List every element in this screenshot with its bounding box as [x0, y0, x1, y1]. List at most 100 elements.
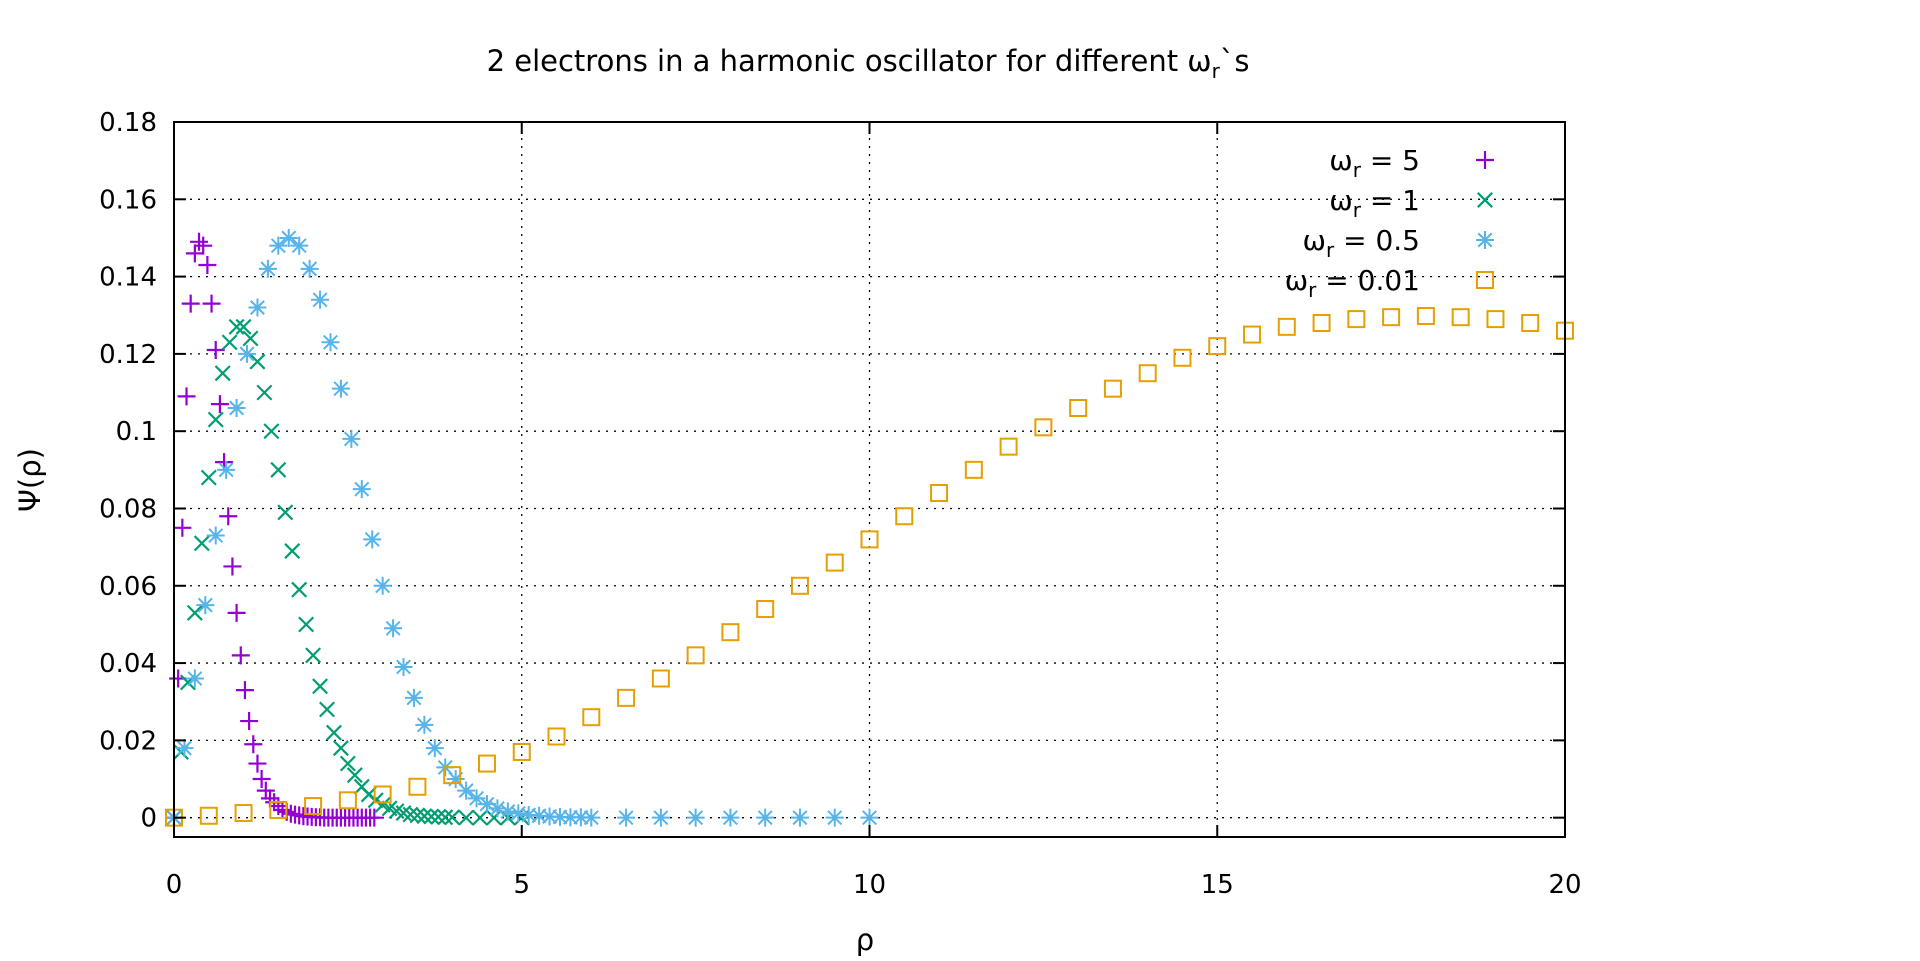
- data-point: [270, 461, 287, 478]
- data-point: [721, 623, 740, 642]
- data-point: [458, 809, 475, 826]
- data-point: [365, 808, 384, 827]
- data-point: [269, 236, 288, 255]
- data-point: [1069, 399, 1088, 417]
- data-point: [617, 808, 636, 827]
- data-point: [234, 804, 253, 823]
- data-point: [352, 480, 371, 499]
- data-point: [228, 318, 245, 335]
- data-point: [210, 395, 229, 414]
- data-point: [512, 742, 531, 761]
- data-point: [408, 777, 427, 796]
- data-point: [437, 809, 454, 826]
- data-point: [571, 808, 590, 827]
- data-point: [199, 806, 218, 825]
- data-point: [331, 379, 350, 398]
- series-3: [165, 307, 1574, 827]
- x-tick-label: 5: [513, 870, 530, 900]
- data-point: [582, 808, 601, 827]
- y-tick-label: 0.14: [99, 263, 157, 293]
- data-point: [423, 808, 440, 825]
- x-tick-label: 0: [166, 870, 183, 900]
- data-point: [756, 808, 775, 827]
- data-point: [1277, 317, 1296, 336]
- data-point: [651, 669, 670, 688]
- data-point: [258, 259, 277, 278]
- data-point: [175, 739, 194, 758]
- series-layer: [165, 228, 1574, 827]
- data-point: [231, 646, 250, 665]
- data-point: [488, 799, 507, 818]
- data-point: [202, 294, 221, 313]
- data-point: [498, 802, 517, 821]
- legend-label: ωr = 1: [1329, 184, 1420, 222]
- data-point: [217, 460, 236, 479]
- data-point: [238, 344, 257, 363]
- data-point: [721, 808, 740, 827]
- legend: ωr = 5ωr = 1ωr = 0.5ωr = 0.01: [1285, 144, 1494, 302]
- data-point: [1451, 308, 1470, 327]
- data-point: [242, 330, 259, 347]
- data-point: [206, 526, 225, 545]
- data-point: [214, 365, 231, 382]
- data-point: [443, 766, 462, 785]
- data-point: [185, 244, 204, 263]
- x-tick-label: 15: [1201, 870, 1234, 900]
- data-point: [425, 739, 444, 758]
- data-point: [384, 619, 403, 638]
- data-point: [1486, 310, 1505, 329]
- data-point: [540, 807, 559, 826]
- y-tick-label: 0.16: [99, 185, 157, 215]
- data-point: [1312, 313, 1331, 332]
- data-point: [273, 800, 292, 819]
- data-point: [249, 353, 266, 370]
- data-point: [256, 384, 273, 401]
- data-point: [394, 657, 413, 676]
- data-point: [373, 576, 392, 595]
- legend-entry: ωr = 1: [1329, 184, 1493, 222]
- data-point: [298, 616, 315, 633]
- series-2: [165, 228, 879, 827]
- data-point: [339, 755, 356, 772]
- data-point: [304, 797, 323, 816]
- data-point: [269, 800, 288, 819]
- data-point: [402, 806, 419, 823]
- data-point: [248, 754, 267, 773]
- data-point: [477, 754, 496, 773]
- data-point: [321, 333, 340, 352]
- data-point: [790, 576, 809, 595]
- data-point: [346, 767, 363, 784]
- data-point: [415, 715, 434, 734]
- data-point: [467, 789, 486, 808]
- data-point: [227, 603, 246, 622]
- data-point: [686, 646, 705, 665]
- data-point: [223, 557, 242, 576]
- data-point: [279, 228, 298, 247]
- data-point: [277, 504, 294, 521]
- data-point: [193, 535, 210, 552]
- y-tick-label: 0.12: [99, 340, 157, 370]
- data-point: [409, 807, 426, 824]
- data-point: [756, 599, 775, 618]
- data-point: [561, 808, 580, 827]
- y-tick-label: 0.02: [99, 726, 157, 756]
- data-point: [311, 290, 330, 309]
- legend-entry: ωr = 0.5: [1303, 224, 1494, 262]
- legend-entry: ωr = 5: [1329, 144, 1494, 182]
- data-point: [485, 809, 502, 826]
- data-point: [860, 530, 879, 549]
- data-point: [1173, 348, 1192, 367]
- y-axis-label: Ψ(ρ): [13, 448, 47, 512]
- data-point: [1382, 308, 1401, 327]
- data-point: [200, 469, 217, 486]
- data-point: [196, 596, 215, 615]
- data-point: [190, 232, 209, 251]
- data-point: [895, 507, 914, 526]
- data-point: [964, 460, 983, 479]
- data-point: [252, 770, 271, 789]
- legend-label: ωr = 5: [1329, 144, 1420, 182]
- data-point: [551, 807, 570, 826]
- data-point: [686, 808, 705, 827]
- y-tick-label: 0.06: [99, 572, 157, 602]
